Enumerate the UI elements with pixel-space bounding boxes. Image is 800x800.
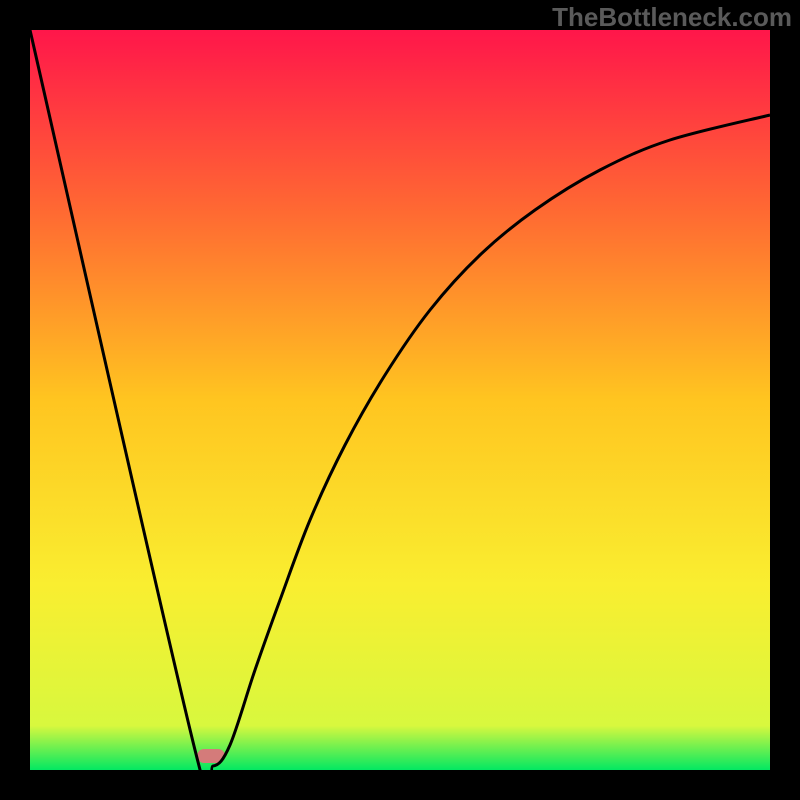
chart-container: TheBottleneck.com xyxy=(0,0,800,800)
watermark-text: TheBottleneck.com xyxy=(552,2,792,33)
minimum-marker xyxy=(197,749,225,763)
plot-gradient-area xyxy=(30,30,770,770)
